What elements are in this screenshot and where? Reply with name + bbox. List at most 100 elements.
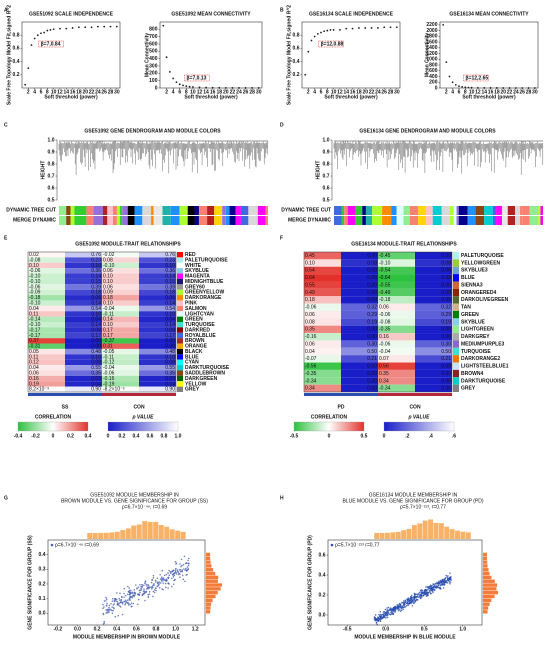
p-value-cell bbox=[139, 311, 176, 317]
correlation-cell bbox=[102, 359, 139, 366]
cloud-point bbox=[187, 559, 189, 562]
top-histogram bbox=[92, 532, 98, 539]
cloud-point bbox=[130, 602, 133, 604]
cloud-point bbox=[375, 619, 377, 621]
cloud-point bbox=[438, 581, 440, 584]
correlation-cell bbox=[28, 311, 65, 317]
x-tick-label: 1.0 bbox=[459, 626, 466, 632]
cloud-point bbox=[181, 570, 183, 573]
module-color bbox=[475, 206, 485, 215]
cloud-point bbox=[442, 584, 444, 586]
cloud-point bbox=[413, 595, 415, 598]
point bbox=[178, 83, 181, 86]
correlation-cell bbox=[304, 362, 341, 370]
point bbox=[448, 75, 451, 78]
chart-title: GSE51092 SCALE INDEPENDENCE bbox=[29, 11, 114, 17]
cloud-point bbox=[110, 602, 112, 605]
cloud-point bbox=[391, 609, 394, 612]
module-color bbox=[86, 216, 94, 225]
cloud-point bbox=[416, 596, 419, 598]
x-tick-label: 18 bbox=[76, 89, 82, 95]
y-tick-label: 200 bbox=[429, 80, 438, 86]
x-tick-label: 12 bbox=[475, 89, 481, 95]
p-value-cell bbox=[65, 370, 102, 376]
cloud-point bbox=[413, 598, 415, 600]
p-value: 0.14 bbox=[91, 300, 101, 306]
correlation-cell bbox=[28, 289, 65, 296]
module-name: DARKGREY bbox=[461, 334, 490, 340]
module-color bbox=[372, 206, 383, 215]
y-tick-label: 0.5 bbox=[323, 197, 330, 203]
p-value: 0.04 bbox=[91, 317, 101, 323]
column-label: CON bbox=[409, 404, 421, 410]
module-color bbox=[119, 206, 123, 215]
x-tick-label: 22 bbox=[89, 89, 95, 95]
p-value: 0.10 bbox=[91, 311, 101, 317]
p-value: 0.00 bbox=[367, 371, 377, 377]
x-tick-label: 16 bbox=[350, 89, 356, 95]
cloud-point bbox=[167, 587, 169, 589]
correlation-cell bbox=[28, 365, 65, 371]
cloud-point bbox=[160, 576, 163, 579]
correlation-value: -0.10 bbox=[29, 279, 41, 285]
cloud-point bbox=[151, 578, 154, 581]
p-value: 0.00 bbox=[441, 297, 451, 303]
correlation-cell bbox=[28, 338, 65, 344]
module-color bbox=[134, 206, 143, 215]
cloud-point bbox=[387, 611, 390, 614]
p-value-cell bbox=[341, 252, 378, 260]
point bbox=[175, 81, 178, 84]
point bbox=[33, 37, 36, 40]
cloud-point bbox=[110, 609, 112, 611]
module-color bbox=[107, 216, 113, 225]
x-tick-label: 30 bbox=[114, 89, 120, 95]
p-value: 0.48 bbox=[165, 349, 175, 355]
correlation-value: -8.2×10⁻³ bbox=[103, 387, 125, 393]
cloud-point bbox=[106, 610, 109, 612]
module-name: YELLOW bbox=[185, 381, 207, 387]
top-histogram bbox=[422, 520, 428, 539]
cloud-point bbox=[445, 574, 447, 577]
cloud-point bbox=[118, 602, 120, 605]
top-histogram bbox=[417, 523, 423, 539]
y-tick-label: 1000 bbox=[426, 57, 437, 63]
p-value: 0.32 bbox=[367, 305, 377, 311]
module-swatch bbox=[177, 359, 183, 366]
correlation-cell bbox=[28, 327, 65, 333]
y-tick-label: 0.7 bbox=[323, 173, 330, 179]
p-value-cell bbox=[139, 295, 176, 301]
cloud-point bbox=[148, 593, 151, 596]
p-value: 0.19 bbox=[441, 319, 451, 325]
point bbox=[351, 27, 354, 30]
module-color bbox=[207, 206, 215, 215]
module-name: GREY bbox=[185, 387, 200, 393]
correlation-cell bbox=[378, 281, 415, 289]
right-histogram bbox=[206, 610, 211, 614]
plot-frame bbox=[327, 539, 483, 626]
correlation-cell bbox=[378, 310, 415, 319]
cloud-point bbox=[380, 618, 383, 620]
module-color bbox=[112, 206, 117, 215]
cloud-point bbox=[147, 593, 150, 596]
cloud-point bbox=[407, 602, 409, 605]
top-histogram bbox=[384, 532, 390, 539]
module-color bbox=[235, 216, 241, 225]
panel-letter: F bbox=[280, 235, 283, 241]
cloud-point bbox=[178, 572, 180, 575]
p-value-cell bbox=[341, 303, 378, 311]
p-value-cell bbox=[341, 281, 378, 289]
p-value: 0.08 bbox=[165, 327, 175, 333]
p-value: 0.14 bbox=[165, 274, 175, 280]
module-swatch bbox=[453, 252, 459, 260]
x-tick-label: 26 bbox=[101, 89, 107, 95]
correlation-cell bbox=[28, 375, 65, 382]
point bbox=[40, 32, 42, 35]
p-value-cell bbox=[415, 325, 452, 334]
p-value: 0.14 bbox=[165, 300, 175, 306]
chart-subtitle: BROWN MODULE VS. GENE SIGNIFICANCE FOR G… bbox=[61, 498, 208, 504]
cloud-point bbox=[416, 593, 419, 596]
module-color bbox=[450, 206, 454, 215]
p-value: 0.06 bbox=[91, 295, 101, 301]
correlation-cell bbox=[102, 316, 139, 322]
right-histogram bbox=[206, 564, 212, 568]
